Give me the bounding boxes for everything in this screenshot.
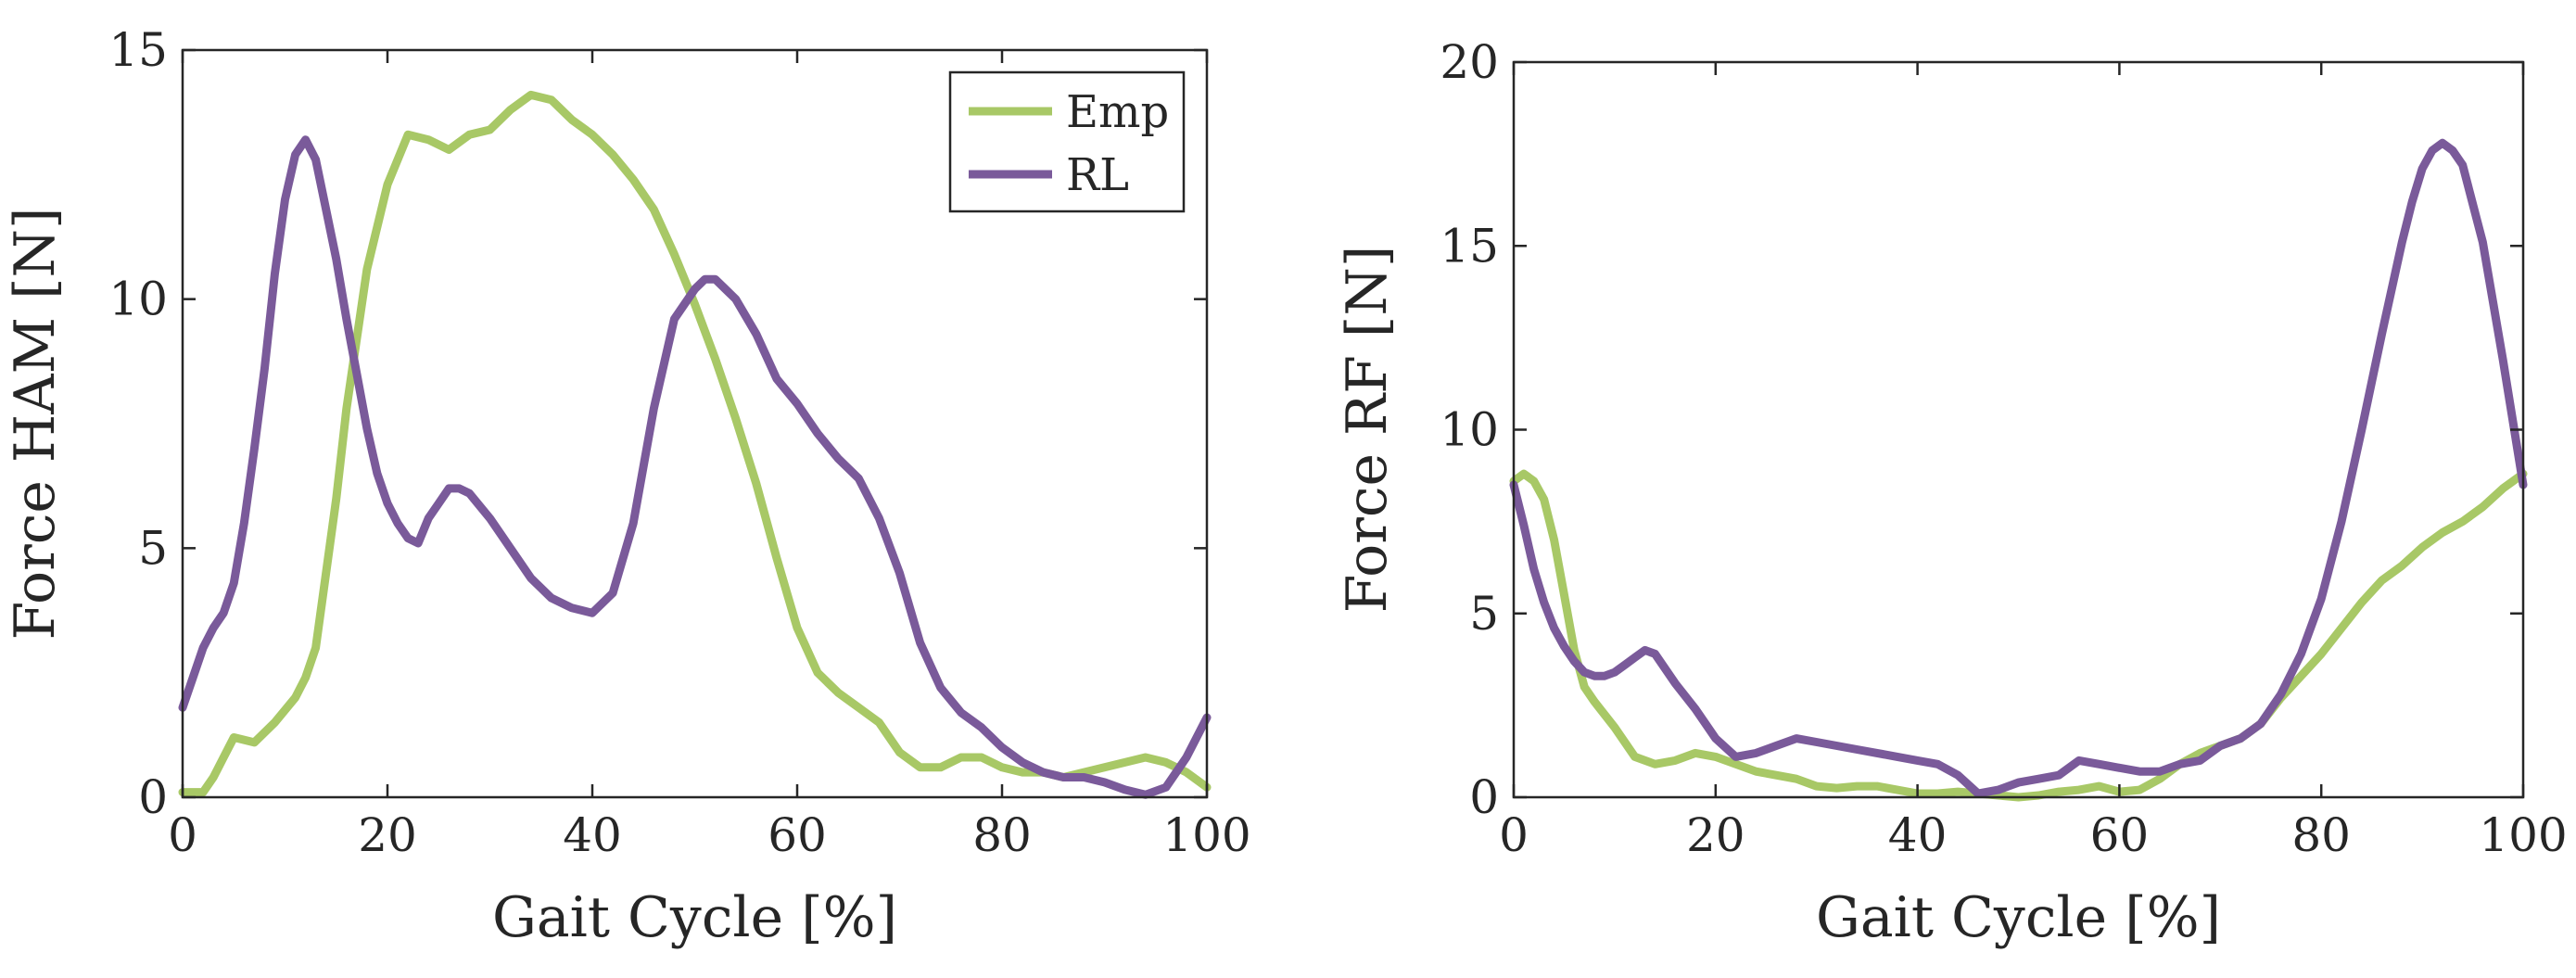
y-tick-label: 5 (138, 521, 168, 575)
y-tick-label: 15 (108, 23, 168, 77)
y-tick-label: 10 (1440, 403, 1499, 457)
x-tick-label: 40 (1888, 808, 1948, 862)
y-axis-label: Force HAM [N] (3, 208, 68, 641)
chart-panel-2: 0 20 40 60 80 100 0 5 10 15 20 Gait Cycle [%] Force … (1335, 35, 2568, 950)
x-tick-label: 80 (972, 808, 1032, 862)
x-tick-label: 100 (1162, 808, 1250, 862)
series-line-rl (178, 135, 1212, 799)
legend-label-emp: Emp (1066, 86, 1169, 138)
x-axis-label: Gait Cycle [%] (492, 885, 897, 950)
x-tick-label: 20 (1686, 808, 1745, 862)
x-tick-label: 40 (563, 808, 622, 862)
legend-label-rl: RL (1066, 149, 1129, 201)
series-line-emp (178, 90, 1212, 797)
y-tick-label: 5 (1469, 587, 1499, 641)
x-tick-label: 100 (2479, 808, 2567, 862)
y-tick-label: 20 (1440, 35, 1499, 89)
y-axis-label: Force RF [N] (1335, 246, 1400, 614)
y-tick-label: 15 (1440, 219, 1499, 273)
chart-panel-1: 0 20 40 60 80 100 0 5 10 15 Gait Cycle [%] Force HA… (3, 23, 1251, 950)
series-line-emp (1509, 469, 2528, 802)
y-tick-label: 10 (108, 273, 168, 326)
x-axis-label: Gait Cycle [%] (1816, 885, 2221, 950)
axes-box (1512, 60, 2525, 799)
x-tick-label: 60 (2090, 808, 2150, 862)
legend-box (948, 70, 1186, 213)
y-tick-label: 0 (138, 770, 168, 824)
x-tick-label: 0 (1499, 808, 1529, 862)
x-tick-label: 60 (768, 808, 827, 862)
y-tick-label: 0 (1469, 770, 1499, 824)
series-line-rl (1509, 138, 2528, 798)
axes-box (181, 48, 1209, 799)
x-tick-label: 20 (358, 808, 417, 862)
x-tick-label: 80 (2291, 808, 2351, 862)
x-tick-label: 0 (168, 808, 197, 862)
legend: Emp RL (948, 70, 1186, 213)
